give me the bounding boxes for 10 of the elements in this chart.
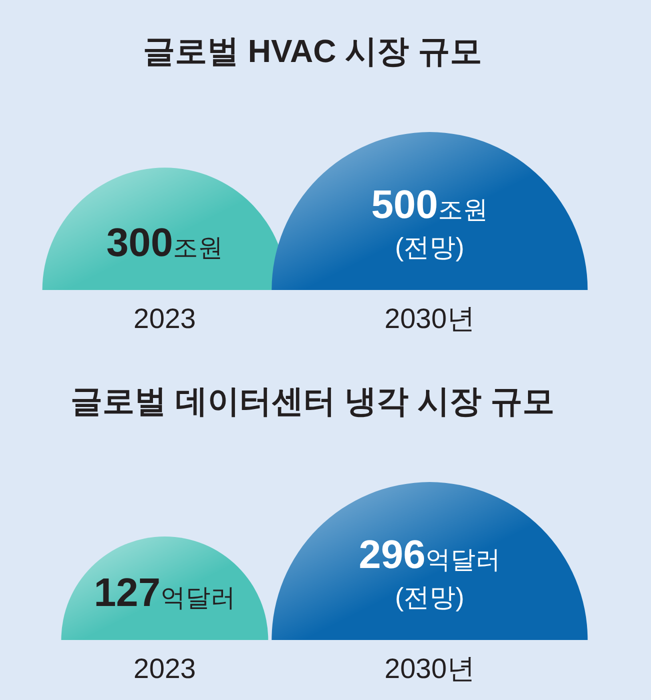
data-label: 300조원 xyxy=(106,221,224,265)
data-label: 296억달러 (전망) xyxy=(358,533,501,612)
category-label: 2030년 xyxy=(384,303,475,334)
data-label: 127억달러 xyxy=(94,571,236,615)
category-label: 2023 xyxy=(134,303,196,334)
text: 글로벌 데이터센터 냉각 시장 규모 xyxy=(70,383,554,419)
category-label: 2030년 xyxy=(384,653,475,684)
text: 글로벌 HVAC 시장 규모 xyxy=(142,33,482,69)
data-label: 500조원 (전망) xyxy=(371,183,488,262)
category-label: 2023 xyxy=(134,653,196,684)
